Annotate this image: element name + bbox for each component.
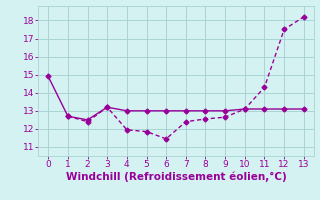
X-axis label: Windchill (Refroidissement éolien,°C): Windchill (Refroidissement éolien,°C): [66, 172, 286, 182]
